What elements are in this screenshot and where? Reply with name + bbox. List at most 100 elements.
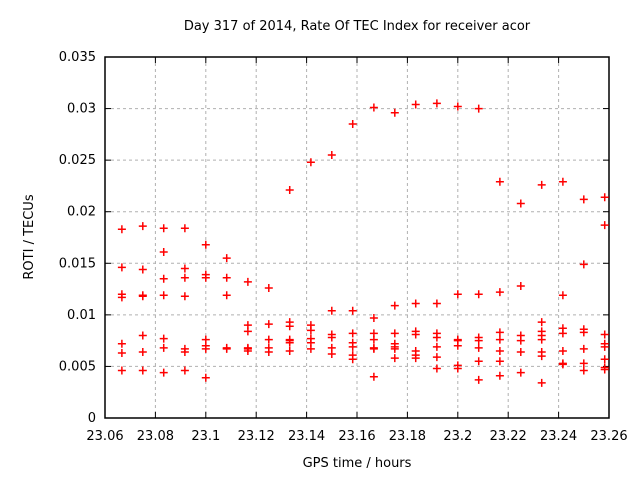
data-point-marker (264, 320, 273, 329)
data-point-marker (600, 193, 609, 202)
data-point-marker (600, 330, 609, 339)
data-point-marker (159, 343, 168, 352)
data-point-marker (432, 299, 441, 308)
data-point-marker (390, 344, 399, 353)
x-tick-label: 23.14 (288, 429, 325, 444)
data-point-marker (474, 104, 483, 113)
data-point-marker (432, 353, 441, 362)
data-point-marker (180, 264, 189, 273)
data-point-marker (516, 368, 525, 377)
data-point-marker (369, 344, 378, 353)
data-point-marker (474, 357, 483, 366)
data-point-marker (285, 322, 294, 331)
data-point-marker (369, 335, 378, 344)
data-point-marker (537, 335, 546, 344)
data-point-marker (495, 335, 504, 344)
data-point-marker (369, 103, 378, 112)
data-point-marker (138, 265, 147, 274)
x-tick-label: 23.1 (191, 429, 220, 444)
y-tick-label: 0.02 (67, 205, 96, 220)
data-point-marker (138, 366, 147, 375)
data-point-marker (117, 349, 126, 358)
data-point-marker (474, 336, 483, 345)
data-point-marker (474, 343, 483, 352)
data-point-marker (180, 292, 189, 301)
data-point-marker (432, 364, 441, 373)
data-point-marker (285, 346, 294, 355)
data-point-marker (537, 180, 546, 189)
data-point-marker (138, 222, 147, 231)
y-tick-label: 0.035 (59, 50, 96, 65)
data-point-marker (558, 329, 567, 338)
data-point-marker (159, 247, 168, 256)
data-point-marker (600, 342, 609, 351)
data-point-marker (558, 346, 567, 355)
data-point-marker (453, 364, 462, 373)
y-tick-label: 0.025 (59, 153, 96, 168)
data-point-marker (600, 355, 609, 364)
data-point-marker (579, 359, 588, 368)
data-point-marker (432, 333, 441, 342)
data-point-marker (117, 366, 126, 375)
data-point-marker (537, 318, 546, 327)
data-point-marker (243, 277, 252, 286)
data-point-marker (306, 326, 315, 335)
data-point-marker (495, 371, 504, 380)
x-tick-label: 23.26 (590, 429, 627, 444)
data-point-marker (306, 344, 315, 353)
y-tick-label: 0.03 (67, 102, 96, 117)
data-point-marker (474, 290, 483, 299)
data-point-marker (558, 291, 567, 300)
data-point-marker (369, 372, 378, 381)
data-point-marker (201, 373, 210, 382)
data-point-marker (390, 108, 399, 117)
data-point-marker (579, 344, 588, 353)
x-tick-label: 23.06 (86, 429, 123, 444)
x-axis-label: GPS time / hours (303, 456, 412, 471)
data-point-marker (138, 292, 147, 301)
data-point-marker (159, 291, 168, 300)
data-point-marker (264, 347, 273, 356)
data-point-marker (411, 354, 420, 363)
data-point-marker (453, 290, 462, 299)
data-point-marker (453, 341, 462, 350)
y-tick-label: 0 (88, 411, 96, 426)
data-point-marker (516, 199, 525, 208)
data-point-marker (138, 331, 147, 340)
chart-title: Day 317 of 2014, Rate Of TEC Index for r… (184, 19, 531, 34)
data-point-marker (579, 195, 588, 204)
data-point-marker (222, 254, 231, 263)
data-point-marker (117, 339, 126, 348)
data-point-marker (390, 354, 399, 363)
data-point-marker (222, 273, 231, 282)
data-point-marker (285, 186, 294, 195)
x-tick-label: 23.2 (443, 429, 472, 444)
data-point-marker (495, 177, 504, 186)
data-point-marker (579, 366, 588, 375)
data-point-marker (138, 347, 147, 356)
y-tick-label: 0.005 (59, 359, 96, 374)
data-point-marker (516, 347, 525, 356)
data-point-marker (264, 335, 273, 344)
data-point-marker (432, 99, 441, 108)
data-point-marker (348, 120, 357, 129)
data-point-marker (117, 263, 126, 272)
data-point-marker (516, 281, 525, 290)
data-point-marker (453, 102, 462, 111)
data-point-marker (495, 346, 504, 355)
data-point-marker (537, 352, 546, 361)
y-tick-label: 0.01 (67, 308, 96, 323)
data-point-marker (495, 288, 504, 297)
data-point-marker (201, 344, 210, 353)
data-point-marker (243, 346, 252, 355)
data-point-marker (327, 150, 336, 159)
data-point-marker (600, 365, 609, 374)
x-tick-label: 23.24 (540, 429, 577, 444)
data-point-marker (327, 306, 336, 315)
data-point-marker (432, 342, 441, 351)
data-point-marker (180, 347, 189, 356)
y-tick-labels: 0 0.005 0.01 0.015 0.02 0.025 0.03 0.035 (59, 50, 96, 426)
data-point-marker (159, 274, 168, 283)
data-point-marker (306, 158, 315, 167)
